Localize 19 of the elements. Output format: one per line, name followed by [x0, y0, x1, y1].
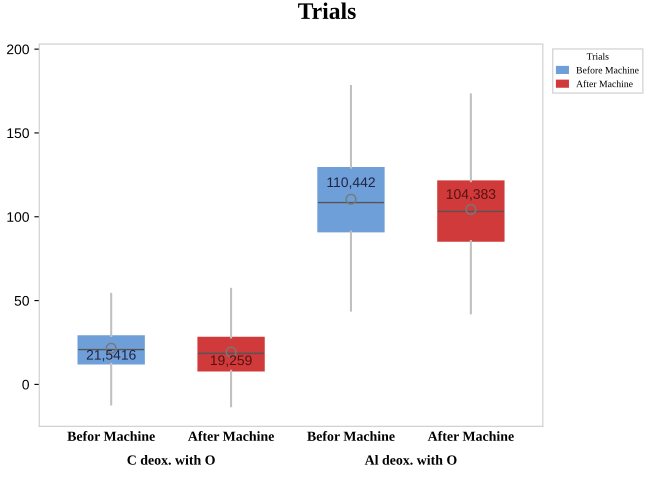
y-tick-label: 200 [7, 44, 29, 54]
y-tick-label: 100 [7, 212, 29, 222]
text: 19,259 [210, 355, 252, 367]
x-tick-label: After Machine [428, 431, 514, 441]
text: Al deox. with O [364, 454, 457, 465]
text: 110,442 [327, 177, 375, 189]
x-tick-label: Befor Machine [67, 431, 155, 441]
y-tick-label: 50 [14, 296, 29, 306]
y-tick-label: 0 [22, 380, 29, 390]
x-tick-label: After Machine [188, 431, 274, 441]
legend-label: After Machine [576, 80, 633, 88]
legend-label: Before Machine [576, 66, 639, 74]
x-tick-label: Befor Machine [307, 431, 395, 441]
text: 104,383 [446, 189, 496, 201]
chart-title: Trials [298, 2, 356, 20]
text: C deox. with O [127, 454, 215, 465]
legend-title: Trials [586, 52, 609, 60]
y-tick-label: 150 [7, 128, 29, 138]
text: 21,5416 [86, 350, 136, 362]
